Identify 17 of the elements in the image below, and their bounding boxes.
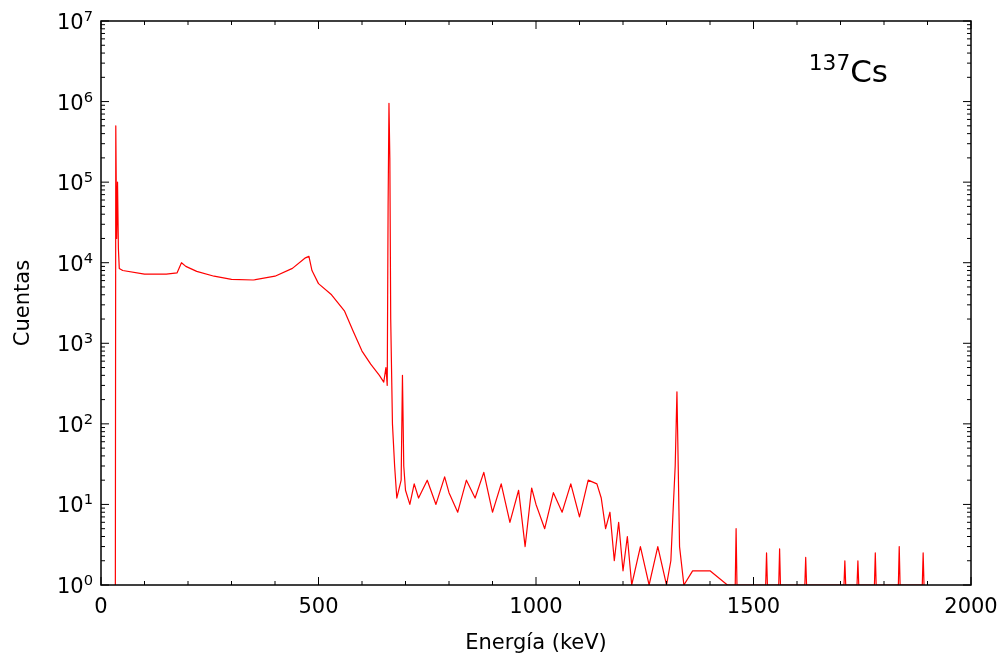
y-tick-label: 10$^{4}$ xyxy=(56,248,93,276)
x-axis-title: Energía (keV) xyxy=(465,630,607,654)
y-tick-label: 10$^{2}$ xyxy=(56,409,93,437)
y-tick-label: 10$^{0}$ xyxy=(56,570,93,598)
y-tick-label: 10$^{7}$ xyxy=(56,6,93,34)
annotation: $^{137}$Cs xyxy=(808,49,888,89)
x-tick-label: 1500 xyxy=(726,594,781,618)
y-tick-label: 10$^{6}$ xyxy=(56,87,93,115)
y-tick-label: 10$^{3}$ xyxy=(56,328,93,357)
x-tick-label: 500 xyxy=(298,594,339,618)
x-tick-label: 2000 xyxy=(944,594,998,618)
x-tick-label: 1000 xyxy=(509,594,563,618)
y-tick-label: 10$^{1}$ xyxy=(56,489,93,518)
y-axis-title: Cuentas xyxy=(10,259,34,347)
x-tick-label: 0 xyxy=(94,594,108,618)
line-series xyxy=(114,102,925,585)
y-tick-label: 10$^{5}$ xyxy=(56,167,93,196)
